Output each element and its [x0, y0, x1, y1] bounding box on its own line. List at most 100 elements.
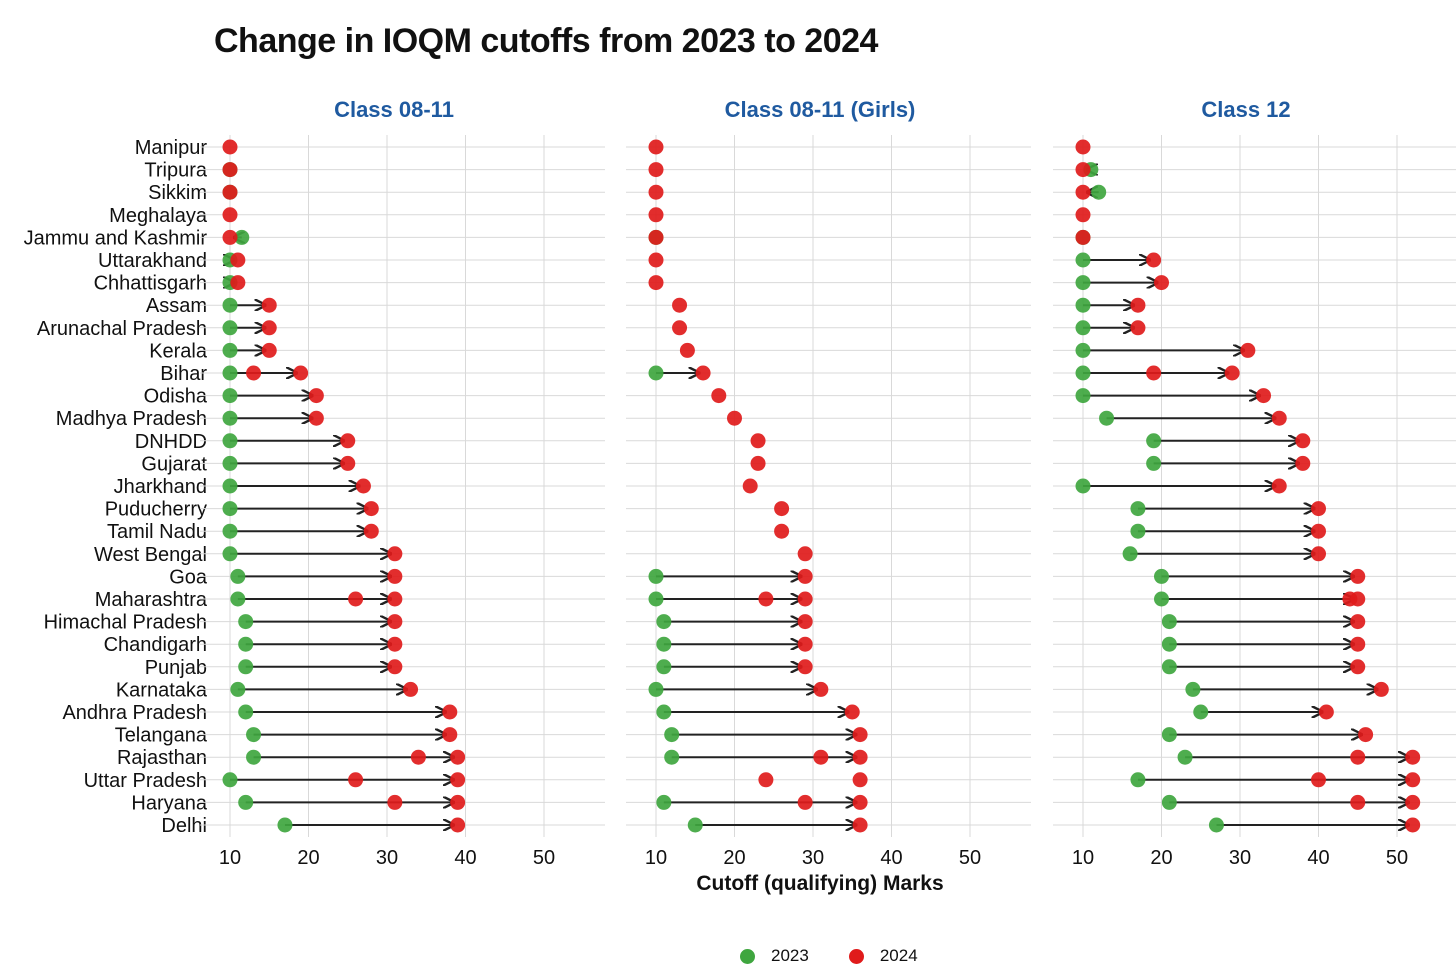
- legend-label-2024: 2024: [879, 946, 918, 965]
- point-2024: [1405, 794, 1421, 810]
- legend-item-2024: 2024: [848, 946, 918, 966]
- state-label: Rajasthan: [117, 747, 207, 769]
- point-2023: [222, 388, 238, 404]
- point-2023: [1075, 342, 1091, 358]
- point-2024: [750, 455, 766, 471]
- point-2024: [222, 207, 238, 223]
- point-2024: [340, 433, 356, 449]
- legend-label-2023: 2023: [771, 946, 809, 965]
- point-2023: [238, 704, 254, 720]
- state-label: Uttar Pradesh: [84, 770, 207, 792]
- point-2024: [261, 297, 277, 313]
- point-2024: [1311, 523, 1326, 539]
- point-2024: [230, 275, 246, 291]
- point-2024: [774, 523, 790, 539]
- state-label: Jammu and Kashmir: [24, 227, 208, 249]
- point-2023: [222, 772, 238, 788]
- state-label: Goa: [169, 566, 208, 588]
- point-2024: [852, 794, 868, 810]
- point-2023: [1091, 184, 1107, 200]
- point-2023: [1130, 523, 1146, 539]
- point-2024: [222, 162, 238, 178]
- x-axis-label: Cutoff (qualifying) Marks: [696, 872, 944, 895]
- point-2024: [648, 139, 664, 155]
- point-2024: [813, 681, 829, 697]
- point-2024: [1075, 207, 1091, 223]
- point-2024: [222, 229, 238, 245]
- state-label: Karnataka: [116, 679, 208, 701]
- point-2024: [1130, 320, 1146, 336]
- state-label: Tripura: [144, 160, 207, 182]
- point-2024: [293, 365, 309, 381]
- point-2024: [1295, 455, 1311, 471]
- point-2023: [222, 342, 238, 358]
- point-2024: [387, 546, 403, 562]
- point-2023: [1099, 410, 1115, 426]
- state-label: Sikkim: [148, 182, 207, 204]
- point-2023: [222, 365, 238, 381]
- point-2024: [711, 388, 727, 404]
- point-2023: [1208, 817, 1224, 833]
- point-2024: [648, 162, 664, 178]
- point-2023: [656, 794, 672, 810]
- point-2023: [238, 659, 254, 675]
- state-label: Bihar: [160, 363, 207, 385]
- point-2024: [1405, 749, 1421, 765]
- point-2023: [1185, 681, 1201, 697]
- point-2024: [1405, 817, 1421, 833]
- point-2023: [1193, 704, 1209, 720]
- point-2024: [774, 501, 790, 517]
- point-2023: [1177, 749, 1193, 765]
- point-2024: [1350, 749, 1366, 765]
- x-tick-label: 20: [1150, 847, 1172, 869]
- x-tick-label: 40: [880, 847, 902, 869]
- point-2023: [1075, 365, 1091, 381]
- point-2023: [1130, 501, 1146, 517]
- point-2024: [1075, 229, 1091, 245]
- point-2024: [340, 455, 356, 471]
- point-2024: [852, 817, 868, 833]
- point-2024: [450, 794, 466, 810]
- point-2024: [1358, 727, 1374, 743]
- point-2024: [450, 749, 466, 765]
- point-2024: [450, 772, 466, 788]
- state-label: Telangana: [115, 725, 208, 747]
- point-2023: [222, 478, 238, 494]
- chart-title: Change in IOQM cutoffs from 2023 to 2024: [214, 22, 878, 60]
- point-2023: [222, 501, 238, 517]
- point-2023: [222, 297, 238, 313]
- point-2023: [230, 568, 246, 584]
- facet-title-class-08-11: Class 08-11: [334, 97, 454, 122]
- point-2023: [648, 568, 664, 584]
- point-2023: [222, 455, 238, 471]
- point-2024: [1350, 614, 1366, 630]
- point-2024: [308, 388, 324, 404]
- point-2023: [648, 365, 664, 381]
- point-2024: [852, 727, 868, 743]
- point-2024: [261, 342, 277, 358]
- point-2024: [403, 681, 419, 697]
- point-2024: [797, 614, 813, 630]
- legend: 2023 2024: [740, 946, 958, 966]
- point-2023: [1161, 659, 1177, 675]
- point-2024: [852, 749, 868, 765]
- x-tick-label: 30: [1229, 847, 1251, 869]
- point-2024: [758, 772, 774, 788]
- point-2024: [742, 478, 758, 494]
- point-2023: [1075, 275, 1091, 291]
- point-2024: [797, 636, 813, 652]
- point-2024: [750, 433, 766, 449]
- point-2023: [1161, 727, 1177, 743]
- point-2024: [648, 184, 664, 200]
- point-2023: [656, 704, 672, 720]
- x-tick-label: 20: [723, 847, 745, 869]
- point-2024: [672, 297, 688, 313]
- point-2024: [1146, 252, 1162, 268]
- point-2024: [387, 636, 403, 652]
- point-2024: [797, 794, 813, 810]
- state-label: Jharkhand: [114, 476, 207, 498]
- x-tick-label: 40: [454, 847, 476, 869]
- point-2023: [234, 229, 250, 245]
- point-2023: [222, 410, 238, 426]
- point-2023: [1146, 455, 1162, 471]
